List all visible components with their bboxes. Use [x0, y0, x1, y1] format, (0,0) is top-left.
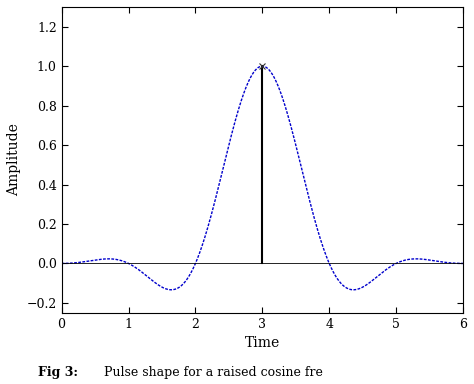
Y-axis label: Amplitude: Amplitude [7, 123, 21, 196]
Text: Fig 3:: Fig 3: [38, 366, 78, 379]
Text: Pulse shape for a raised cosine fre: Pulse shape for a raised cosine fre [104, 366, 323, 379]
X-axis label: Time: Time [245, 336, 280, 350]
